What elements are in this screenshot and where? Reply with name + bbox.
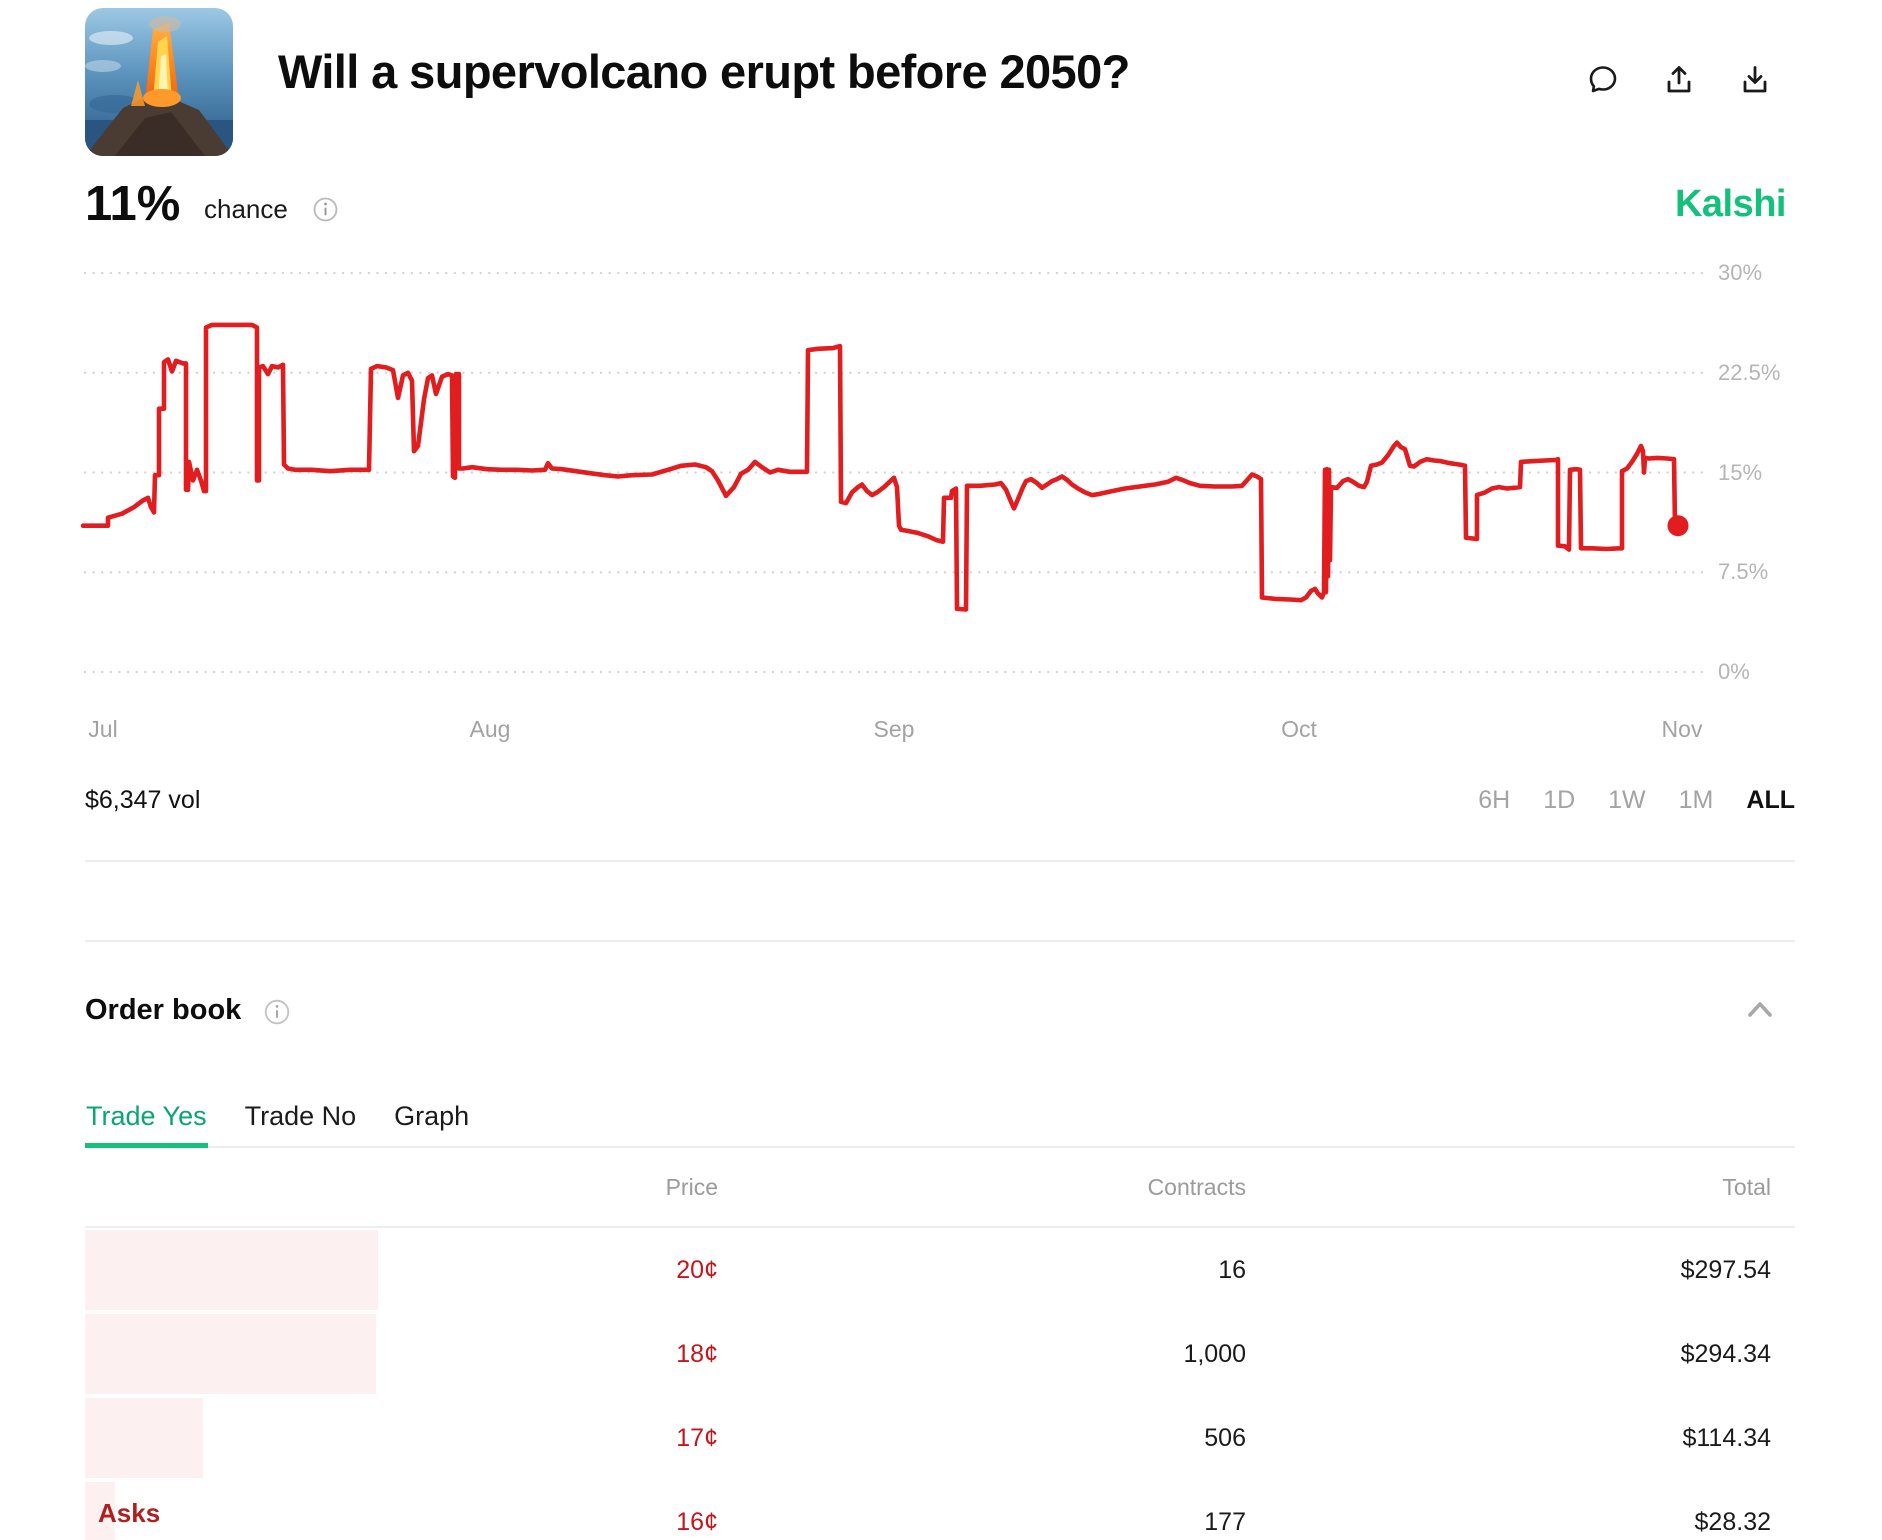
price-chart-plot [80,271,1707,674]
y-axis-label: 22.5% [1718,359,1781,385]
tab-trade-no[interactable]: Trade No [244,1086,358,1146]
ask-total: $28.32 [1694,1508,1771,1536]
market-title: Will a supervolcano erupt before 2050? [278,45,1130,98]
ask-total: $294.34 [1680,1340,1771,1368]
y-axis-label: 15% [1718,459,1763,485]
comment-button[interactable] [1586,62,1622,98]
orderbook-row[interactable]: 17¢ 506 $114.34 [85,1396,1795,1480]
y-axis-label: 7.5% [1718,559,1769,585]
y-axis-label: 0% [1718,659,1750,684]
ask-contracts: 16 [1218,1256,1246,1284]
range-button-1w[interactable]: 1W [1608,786,1646,814]
x-axis-label: Sep [873,716,915,742]
range-button-1d[interactable]: 1D [1543,786,1576,814]
volcano-image [85,8,233,156]
y-axis-label: 30% [1718,260,1763,285]
header-actions [1586,62,1774,98]
tab-trade-yes[interactable]: Trade Yes [85,1086,208,1148]
section-divider [85,940,1795,942]
x-axis-label: Nov [1661,716,1703,742]
column-header-contracts: Contracts [1147,1174,1246,1200]
x-axis-label: Aug [469,716,511,742]
depth-bar [85,1482,115,1540]
section-divider [85,860,1795,862]
download-button[interactable] [1738,62,1774,98]
range-button-6h[interactable]: 6H [1478,786,1511,814]
range-button-all[interactable]: ALL [1746,786,1795,814]
orderbook-asks-rows: 20¢ 16 $297.54 18¢ 1,000 $294.34 17¢ 506 $114.34… [85,1228,1795,1540]
ask-price: 20¢ [676,1256,718,1284]
market-thumbnail [85,8,233,156]
share-button[interactable] [1662,62,1698,98]
orderbook-collapse-button[interactable] [1740,992,1780,1028]
chevron-up-icon [1748,1002,1772,1017]
chance-label: chance [204,194,288,224]
last-price-dot [1667,515,1689,537]
orderbook-table-header: Price Contracts Total [85,1168,1795,1226]
time-range-filters: 6H 1D 1W 1M ALL [1478,786,1795,815]
ask-price: 16¢ [676,1508,718,1536]
price-chart[interactable]: 30% 22.5% 15% 7.5% 0% Jul Aug Sep Oct Nov [0,220,1882,750]
depth-bar [85,1314,376,1394]
tab-graph[interactable]: Graph [393,1086,470,1146]
orderbook-info-icon[interactable] [264,999,290,1025]
chance-value: 11% [85,177,181,231]
share-icon [1667,66,1691,93]
chance-info-icon[interactable] [313,197,338,222]
volume-label: $6,347 vol [85,786,201,814]
orderbook-title: Order book [85,994,242,1026]
ask-price: 17¢ [676,1424,718,1452]
table-header-divider [85,1226,1795,1228]
ask-price: 18¢ [676,1340,718,1368]
column-header-price: Price [665,1174,718,1200]
ask-total: $297.54 [1680,1256,1771,1284]
kalshi-logo: Kalshi [1674,183,1787,225]
orderbook-row[interactable]: 16¢ 177 $28.32 [85,1480,1795,1540]
depth-bar [85,1230,378,1310]
asks-side-label: Asks [98,1498,161,1528]
price-line [80,322,1681,612]
ask-total: $114.34 [1682,1424,1771,1452]
orderbook-row[interactable]: 20¢ 16 $297.54 [85,1228,1795,1312]
ask-contracts: 506 [1204,1424,1246,1452]
ask-contracts: 177 [1204,1508,1246,1536]
ask-contracts: 1,000 [1183,1340,1246,1368]
x-axis-label: Jul [88,716,118,742]
x-axis-label: Oct [1281,716,1317,742]
orderbook-row[interactable]: 18¢ 1,000 $294.34 [85,1312,1795,1396]
depth-bar [85,1398,203,1478]
range-button-1m[interactable]: 1M [1678,786,1714,814]
column-header-total: Total [1722,1174,1771,1200]
orderbook-tabs: Trade Yes Trade No Graph [85,1086,1795,1148]
download-icon [1743,66,1767,93]
comment-icon [1589,66,1617,93]
